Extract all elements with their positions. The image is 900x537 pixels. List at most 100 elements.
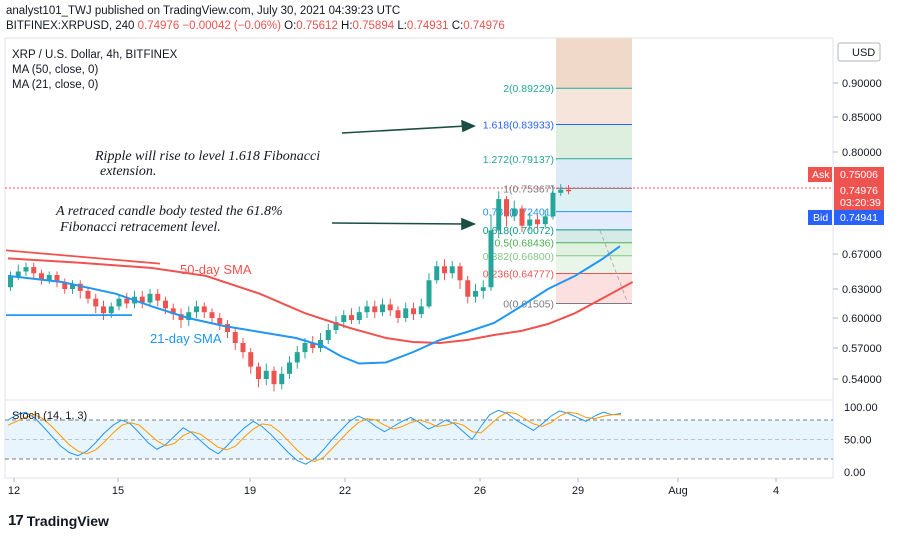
candle-body <box>170 308 176 315</box>
fib-level-label: 0(0.61505) <box>503 298 554 310</box>
candle-body <box>349 315 354 320</box>
arrow-head-1618 <box>461 119 477 133</box>
candle-body <box>310 343 316 348</box>
candle-body <box>240 343 246 353</box>
fib-level-label: 0.382(0.66800) <box>483 251 554 263</box>
candle-body <box>147 293 153 303</box>
ask-price-box <box>834 167 884 182</box>
candle-body <box>178 314 184 320</box>
candle-body <box>31 267 37 274</box>
price-tick-label: 0.80000 <box>842 147 882 159</box>
time-tick-label: 12 <box>8 485 20 497</box>
fib-zone <box>556 242 632 256</box>
arrow-to-1618 <box>341 125 467 134</box>
candle-body <box>101 306 106 314</box>
fib-level-label: 2(0.89229) <box>503 83 554 95</box>
fib-trend-line <box>599 230 629 304</box>
fib-zone <box>556 229 632 243</box>
fib-level-label: 1.272(0.79137) <box>483 154 554 166</box>
ask-price: 0.75006 <box>840 169 878 181</box>
candle-body <box>209 312 215 318</box>
fib-level-label: 0.5(0.68436) <box>494 238 554 250</box>
candle-body <box>8 276 13 288</box>
chart-header: analyst101_TWJ published on TradingView.… <box>6 4 505 34</box>
candle-body <box>480 287 486 291</box>
candle-body <box>294 352 300 363</box>
time-tick-label: Aug <box>668 485 688 497</box>
candle-body <box>535 219 540 225</box>
candle-body <box>70 283 75 289</box>
time-tick-label: 4 <box>773 485 779 497</box>
high-value: 0.75894 <box>352 20 395 32</box>
candle-body <box>108 306 114 314</box>
candle-body <box>364 306 370 313</box>
candle-body <box>496 199 502 231</box>
stoch-d-line <box>7 411 621 463</box>
price-tick-label: 0.60000 <box>842 313 882 325</box>
ma50-legend: MA (50, close, 0) <box>12 64 98 76</box>
fib-zone <box>556 88 632 125</box>
symbol-label: BITFINEX:XRPUSD, 240 <box>6 20 135 32</box>
bid-price: 0.74941 <box>840 212 878 224</box>
fib-level-label: 0.236(0.64777) <box>483 268 554 280</box>
candle-body <box>411 308 416 315</box>
annotation-text2-line1: A retraced candle body tested the 61.8% <box>55 204 283 219</box>
candle-body <box>318 340 323 348</box>
bid-badge <box>808 210 832 225</box>
candle-body <box>163 300 168 309</box>
candle-body <box>194 306 199 313</box>
price-tick-label: 0.54000 <box>842 374 882 386</box>
candle-body <box>504 199 509 217</box>
moving-averages <box>5 245 634 365</box>
candle-body <box>566 189 571 192</box>
candle-body <box>116 298 122 307</box>
fib-zone <box>556 124 632 159</box>
time-axis[interactable]: 12 15 19 22 26 29 Aug 4 <box>8 478 779 497</box>
fib-zone <box>556 188 632 212</box>
candle-body <box>449 266 455 274</box>
currency-badge[interactable] <box>837 42 881 62</box>
currency-label: USD <box>852 47 875 59</box>
candle-body <box>77 283 83 291</box>
candle-body <box>39 273 44 281</box>
candle-body <box>558 189 564 193</box>
close-value: 0.74976 <box>463 20 505 32</box>
annotation-text1-line1: Ripple will rise to level 1.618 Fibonacc… <box>94 149 320 164</box>
candle-body <box>232 332 238 343</box>
last-price-value: 0.74976 <box>840 185 878 197</box>
ask-badge <box>808 167 832 182</box>
candle-body <box>124 298 130 304</box>
publish-line: analyst101_TWJ published on TradingView.… <box>6 5 401 17</box>
candle-body <box>287 362 292 374</box>
candle-body <box>302 343 308 353</box>
arrows <box>331 119 477 231</box>
low-value: 0.74931 <box>406 20 449 32</box>
fib-level-label: 1.618(0.83933) <box>483 119 554 131</box>
sma50-line <box>7 257 634 345</box>
candle-body <box>527 219 533 226</box>
candles <box>8 184 571 392</box>
candle-body <box>434 266 440 281</box>
candle-body <box>442 266 447 274</box>
time-tick-label: 15 <box>112 485 124 497</box>
arrow-head-0618 <box>461 217 477 231</box>
sma50-level-line <box>5 249 161 265</box>
candle-body <box>139 296 145 303</box>
tradingview-logo-icon: 17 <box>8 512 24 529</box>
candle-body <box>550 192 556 217</box>
candle-body <box>62 282 68 289</box>
stoch-indicator <box>5 409 833 465</box>
price-axis[interactable]: USD 0.900000.850000.800000.670000.630000… <box>808 42 884 386</box>
stoch-tick-label: 50.00 <box>844 435 872 447</box>
candle-body <box>372 306 378 313</box>
tradingview-brand[interactable]: 17 TradingView <box>8 512 109 529</box>
time-tick-label: 19 <box>244 485 256 497</box>
bid-label: Bid <box>813 212 828 224</box>
candle-body <box>387 304 393 311</box>
arrow-to-0618 <box>331 222 467 225</box>
time-tick-label: 29 <box>572 485 584 497</box>
main-pane <box>4 37 834 401</box>
annotation-text2-line2: Fibonacci retracement level. <box>59 220 221 235</box>
candle-body <box>85 290 91 299</box>
